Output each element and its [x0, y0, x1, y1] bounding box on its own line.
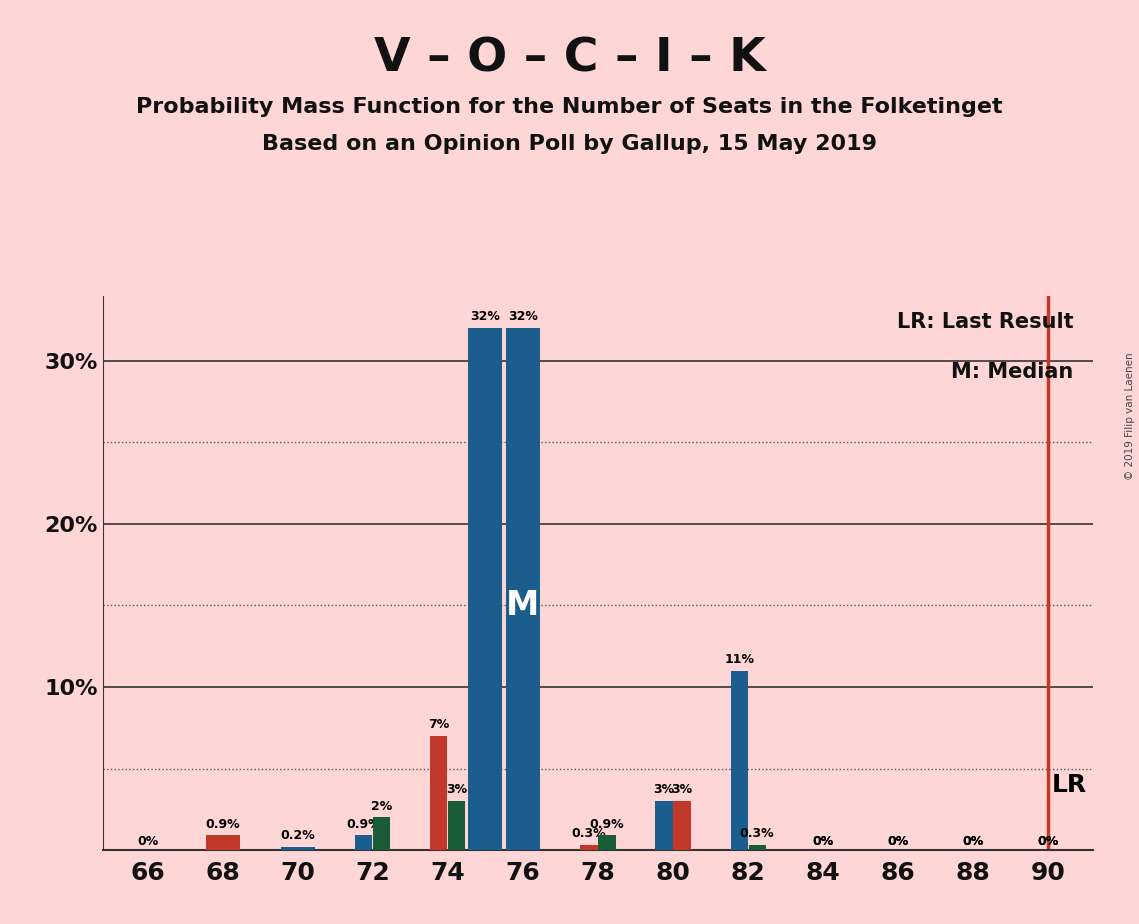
Bar	[506, 328, 540, 850]
Text: 0.2%: 0.2%	[280, 829, 316, 842]
Text: 0%: 0%	[137, 834, 158, 847]
Text: LR: Last Result: LR: Last Result	[898, 312, 1074, 333]
Bar	[581, 845, 598, 850]
Text: 0.3%: 0.3%	[740, 827, 775, 840]
Text: Based on an Opinion Poll by Gallup, 15 May 2019: Based on an Opinion Poll by Gallup, 15 M…	[262, 134, 877, 154]
Text: 0%: 0%	[1038, 834, 1059, 847]
Bar	[730, 671, 747, 850]
Text: M: M	[506, 589, 540, 622]
Text: 0.3%: 0.3%	[572, 827, 606, 840]
Bar	[655, 801, 673, 850]
Bar	[449, 801, 466, 850]
Bar	[281, 846, 314, 850]
Text: 0.9%: 0.9%	[205, 818, 240, 831]
Text: M: Median: M: Median	[951, 362, 1074, 383]
Text: 0%: 0%	[887, 834, 909, 847]
Bar	[598, 835, 615, 850]
Text: © 2019 Filip van Laenen: © 2019 Filip van Laenen	[1125, 352, 1134, 480]
Text: LR: LR	[1052, 772, 1088, 796]
Text: 0%: 0%	[812, 834, 834, 847]
Text: 11%: 11%	[724, 653, 754, 666]
Text: 3%: 3%	[672, 784, 693, 796]
Text: Probability Mass Function for the Number of Seats in the Folketinget: Probability Mass Function for the Number…	[137, 97, 1002, 117]
Text: 0%: 0%	[962, 834, 984, 847]
Text: 0%: 0%	[812, 834, 834, 847]
Bar	[374, 818, 391, 850]
Bar	[206, 835, 239, 850]
Text: 0%: 0%	[962, 834, 984, 847]
Text: 7%: 7%	[428, 718, 450, 731]
Text: 2%: 2%	[371, 799, 393, 812]
Text: 32%: 32%	[508, 310, 538, 323]
Text: V – O – C – I – K: V – O – C – I – K	[374, 37, 765, 82]
Text: 3%: 3%	[654, 784, 674, 796]
Bar	[355, 835, 372, 850]
Bar	[431, 736, 448, 850]
Text: 0.9%: 0.9%	[346, 818, 382, 831]
Text: 3%: 3%	[446, 784, 467, 796]
Text: 0.9%: 0.9%	[590, 818, 624, 831]
Bar	[748, 845, 765, 850]
Bar	[468, 328, 502, 850]
Text: 32%: 32%	[470, 310, 500, 323]
Text: 0%: 0%	[887, 834, 909, 847]
Bar	[673, 801, 690, 850]
Text: 0%: 0%	[1038, 834, 1059, 847]
